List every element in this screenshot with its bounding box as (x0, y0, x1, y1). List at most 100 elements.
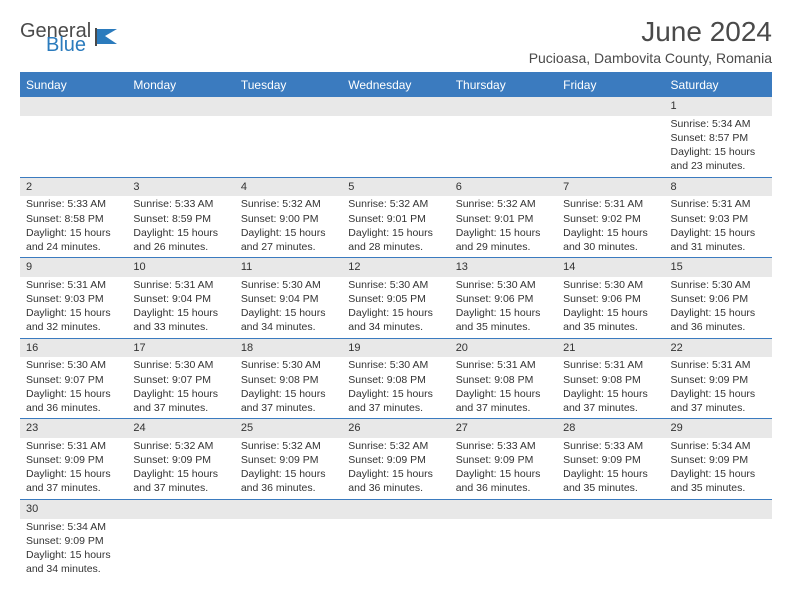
weekday-header: Tuesday (235, 73, 342, 97)
sunrise-line: Sunrise: 5:33 AM (456, 439, 551, 453)
sunset-line: Sunset: 9:02 PM (563, 212, 658, 226)
day-details: Sunrise: 5:32 AMSunset: 9:09 PMDaylight:… (127, 438, 234, 499)
sunrise-line: Sunrise: 5:30 AM (133, 358, 228, 372)
sunrise-line: Sunrise: 5:31 AM (671, 197, 766, 211)
daylight-line: Daylight: 15 hours and 37 minutes. (241, 387, 336, 415)
sunset-line: Sunset: 9:09 PM (348, 453, 443, 467)
day-details: Sunrise: 5:30 AMSunset: 9:06 PMDaylight:… (557, 277, 664, 338)
day-number: 15 (665, 258, 772, 277)
daylight-line: Daylight: 15 hours and 36 minutes. (348, 467, 443, 495)
calendar-cell (450, 97, 557, 177)
daylight-line: Daylight: 15 hours and 34 minutes. (348, 306, 443, 334)
day-details: Sunrise: 5:30 AMSunset: 9:04 PMDaylight:… (235, 277, 342, 338)
calendar-cell: 4Sunrise: 5:32 AMSunset: 9:00 PMDaylight… (235, 177, 342, 258)
sunrise-line: Sunrise: 5:30 AM (241, 358, 336, 372)
calendar-cell: 26Sunrise: 5:32 AMSunset: 9:09 PMDayligh… (342, 419, 449, 500)
day-number-row: 14 (557, 258, 664, 277)
daylight-line: Daylight: 15 hours and 37 minutes. (26, 467, 121, 495)
day-number-row: 3 (127, 178, 234, 197)
calendar-cell: 8Sunrise: 5:31 AMSunset: 9:03 PMDaylight… (665, 177, 772, 258)
day-details: Sunrise: 5:32 AMSunset: 9:00 PMDaylight:… (235, 196, 342, 257)
day-number-row: 7 (557, 178, 664, 197)
day-number: 12 (342, 258, 449, 277)
day-number-row: 22 (665, 339, 772, 358)
calendar-row: 9Sunrise: 5:31 AMSunset: 9:03 PMDaylight… (20, 258, 772, 339)
calendar-cell: 10Sunrise: 5:31 AMSunset: 9:04 PMDayligh… (127, 258, 234, 339)
calendar-row: 23Sunrise: 5:31 AMSunset: 9:09 PMDayligh… (20, 419, 772, 500)
day-number-row: 15 (665, 258, 772, 277)
calendar-cell: 23Sunrise: 5:31 AMSunset: 9:09 PMDayligh… (20, 419, 127, 500)
day-number-row: 20 (450, 339, 557, 358)
calendar-cell: 18Sunrise: 5:30 AMSunset: 9:08 PMDayligh… (235, 338, 342, 419)
calendar-cell (665, 499, 772, 579)
calendar-cell (557, 499, 664, 579)
day-details: Sunrise: 5:31 AMSunset: 9:09 PMDaylight:… (20, 438, 127, 499)
calendar-cell: 2Sunrise: 5:33 AMSunset: 8:58 PMDaylight… (20, 177, 127, 258)
calendar-cell: 28Sunrise: 5:33 AMSunset: 9:09 PMDayligh… (557, 419, 664, 500)
sunset-line: Sunset: 9:09 PM (671, 453, 766, 467)
day-number-row: 23 (20, 419, 127, 438)
sunset-line: Sunset: 9:01 PM (456, 212, 551, 226)
sunrise-line: Sunrise: 5:30 AM (348, 278, 443, 292)
calendar-cell: 11Sunrise: 5:30 AMSunset: 9:04 PMDayligh… (235, 258, 342, 339)
day-number: 7 (557, 178, 664, 197)
daylight-line: Daylight: 15 hours and 30 minutes. (563, 226, 658, 254)
calendar-cell: 3Sunrise: 5:33 AMSunset: 8:59 PMDaylight… (127, 177, 234, 258)
sunrise-line: Sunrise: 5:32 AM (133, 439, 228, 453)
day-details: Sunrise: 5:30 AMSunset: 9:08 PMDaylight:… (235, 357, 342, 418)
sunrise-line: Sunrise: 5:32 AM (241, 197, 336, 211)
day-details: Sunrise: 5:30 AMSunset: 9:07 PMDaylight:… (20, 357, 127, 418)
daylight-line: Daylight: 15 hours and 36 minutes. (26, 387, 121, 415)
sunset-line: Sunset: 8:59 PM (133, 212, 228, 226)
calendar-cell (557, 97, 664, 177)
sunrise-line: Sunrise: 5:31 AM (26, 278, 121, 292)
day-number: 5 (342, 178, 449, 197)
day-number-row: 29 (665, 419, 772, 438)
day-number: 1 (665, 97, 772, 116)
day-number-row: 8 (665, 178, 772, 197)
day-details: Sunrise: 5:31 AMSunset: 9:09 PMDaylight:… (665, 357, 772, 418)
calendar-cell (235, 499, 342, 579)
day-number: 18 (235, 339, 342, 358)
sunset-line: Sunset: 9:09 PM (241, 453, 336, 467)
sunrise-line: Sunrise: 5:33 AM (133, 197, 228, 211)
sunset-line: Sunset: 9:07 PM (26, 373, 121, 387)
sunset-line: Sunset: 9:01 PM (348, 212, 443, 226)
day-number: 17 (127, 339, 234, 358)
day-details: Sunrise: 5:32 AMSunset: 9:09 PMDaylight:… (235, 438, 342, 499)
daylight-line: Daylight: 15 hours and 34 minutes. (26, 548, 121, 576)
sunset-line: Sunset: 9:08 PM (348, 373, 443, 387)
day-number: 13 (450, 258, 557, 277)
day-number-row: 6 (450, 178, 557, 197)
weekday-header: Thursday (450, 73, 557, 97)
weekday-header: Sunday (20, 73, 127, 97)
calendar-cell: 14Sunrise: 5:30 AMSunset: 9:06 PMDayligh… (557, 258, 664, 339)
day-details: Sunrise: 5:31 AMSunset: 9:04 PMDaylight:… (127, 277, 234, 338)
day-number: 19 (342, 339, 449, 358)
calendar-cell: 6Sunrise: 5:32 AMSunset: 9:01 PMDaylight… (450, 177, 557, 258)
calendar-cell: 5Sunrise: 5:32 AMSunset: 9:01 PMDaylight… (342, 177, 449, 258)
day-details: Sunrise: 5:34 AMSunset: 9:09 PMDaylight:… (665, 438, 772, 499)
day-number: 4 (235, 178, 342, 197)
day-details: Sunrise: 5:33 AMSunset: 9:09 PMDaylight:… (450, 438, 557, 499)
sunrise-line: Sunrise: 5:31 AM (563, 358, 658, 372)
day-number-row: 4 (235, 178, 342, 197)
day-number: 8 (665, 178, 772, 197)
calendar-cell: 22Sunrise: 5:31 AMSunset: 9:09 PMDayligh… (665, 338, 772, 419)
daylight-line: Daylight: 15 hours and 32 minutes. (26, 306, 121, 334)
day-details: Sunrise: 5:33 AMSunset: 8:59 PMDaylight:… (127, 196, 234, 257)
calendar-table: Sunday Monday Tuesday Wednesday Thursday… (20, 73, 772, 579)
daylight-line: Daylight: 15 hours and 37 minutes. (348, 387, 443, 415)
day-details: Sunrise: 5:31 AMSunset: 9:03 PMDaylight:… (20, 277, 127, 338)
calendar-cell: 27Sunrise: 5:33 AMSunset: 9:09 PMDayligh… (450, 419, 557, 500)
sunrise-line: Sunrise: 5:32 AM (456, 197, 551, 211)
sunrise-line: Sunrise: 5:31 AM (563, 197, 658, 211)
title-block: June 2024 Pucioasa, Dambovita County, Ro… (529, 16, 772, 66)
sunset-line: Sunset: 9:03 PM (26, 292, 121, 306)
daylight-line: Daylight: 15 hours and 35 minutes. (563, 467, 658, 495)
calendar-cell (127, 499, 234, 579)
daylight-line: Daylight: 15 hours and 37 minutes. (133, 387, 228, 415)
sunrise-line: Sunrise: 5:30 AM (241, 278, 336, 292)
sunrise-line: Sunrise: 5:34 AM (26, 520, 121, 534)
calendar-cell: 15Sunrise: 5:30 AMSunset: 9:06 PMDayligh… (665, 258, 772, 339)
